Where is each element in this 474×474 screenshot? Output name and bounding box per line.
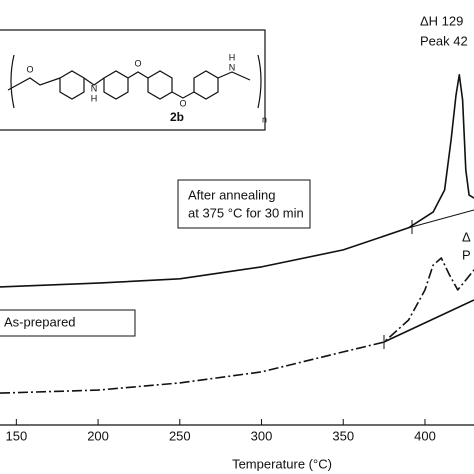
annotation: Peak 42 xyxy=(420,33,468,48)
annotation: P xyxy=(462,247,471,262)
annotation: at 375 °C for 30 min xyxy=(188,205,304,220)
baseline xyxy=(383,299,474,343)
bond xyxy=(171,91,195,99)
data-line xyxy=(0,257,474,394)
bond xyxy=(217,71,251,81)
ring xyxy=(147,70,173,100)
bond xyxy=(83,77,105,86)
annotation-box xyxy=(177,179,311,229)
annotation: As-prepared xyxy=(4,314,76,329)
compound-label: 2b xyxy=(170,110,184,124)
x-tick-label: 200 xyxy=(87,428,109,443)
atom: H xyxy=(91,93,98,103)
ring xyxy=(103,70,129,100)
atom: N xyxy=(229,62,236,72)
annotation: Δ xyxy=(462,229,471,244)
bracket xyxy=(10,54,262,109)
atom: N xyxy=(91,83,98,93)
data-line xyxy=(0,74,474,288)
atom: O xyxy=(179,98,186,108)
x-tick-label: 250 xyxy=(169,428,191,443)
annotation-box xyxy=(0,309,136,337)
x-tick-label: 350 xyxy=(332,428,354,443)
x-axis-title: Temperature (°C) xyxy=(232,456,332,471)
bond xyxy=(127,71,149,79)
ring xyxy=(193,70,219,100)
atom: O xyxy=(134,58,141,68)
x-tick-label: 300 xyxy=(251,428,273,443)
structure xyxy=(0,29,266,131)
atom: H xyxy=(229,52,236,62)
baseline xyxy=(407,209,474,229)
annotation: ΔH 129 xyxy=(420,13,463,28)
atom: O xyxy=(26,64,33,74)
x-tick-label: 150 xyxy=(5,428,27,443)
ring xyxy=(59,70,85,100)
repeat-n: n xyxy=(262,114,267,124)
structure-box xyxy=(0,29,266,131)
bond xyxy=(7,77,61,91)
annotation: After annealing xyxy=(188,187,275,202)
x-tick-label: 400 xyxy=(414,428,436,443)
